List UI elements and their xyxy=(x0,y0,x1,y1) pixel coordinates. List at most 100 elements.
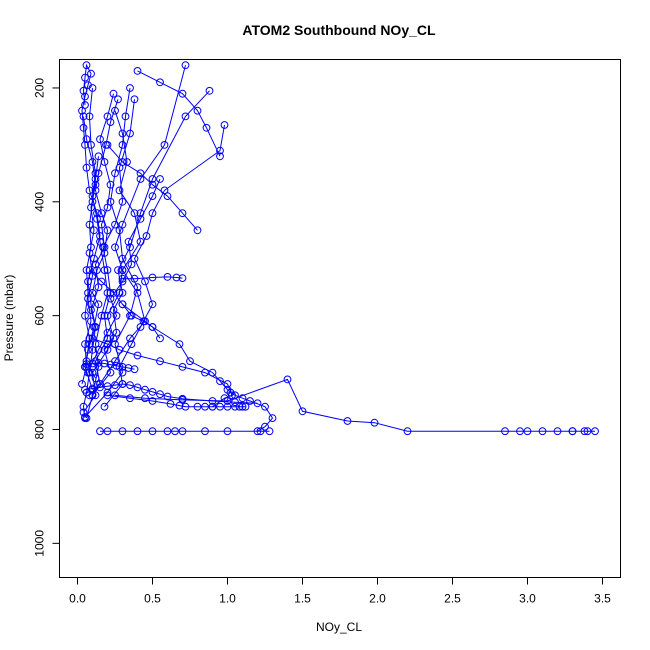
data-point xyxy=(133,67,142,75)
data-point xyxy=(181,61,190,70)
data-point xyxy=(126,381,134,390)
x-tick-label: 3.0 xyxy=(519,592,536,606)
data-point xyxy=(96,135,104,144)
data-point xyxy=(156,334,164,343)
data-point xyxy=(111,391,119,400)
data-point xyxy=(130,209,139,218)
data-point xyxy=(88,158,97,166)
data-point xyxy=(103,427,112,436)
data-point xyxy=(171,427,179,436)
x-tick-label: 0.0 xyxy=(69,592,86,606)
data-point xyxy=(79,408,88,417)
data-point xyxy=(235,402,244,411)
data-point xyxy=(109,89,118,98)
series-line xyxy=(83,65,186,413)
data-point xyxy=(163,392,172,401)
data-point xyxy=(124,364,133,372)
data-point xyxy=(97,220,106,229)
data-point xyxy=(103,382,112,391)
data-point xyxy=(501,427,509,436)
data-point xyxy=(118,380,127,388)
data-point xyxy=(216,146,224,155)
data-point xyxy=(148,300,157,309)
data-point xyxy=(79,86,88,95)
series-layer xyxy=(78,61,599,436)
y-tick-label: 200 xyxy=(33,78,47,98)
data-point xyxy=(163,427,172,436)
data-point xyxy=(91,391,100,400)
data-point xyxy=(178,274,187,283)
data-point xyxy=(591,427,599,436)
data-point xyxy=(148,323,157,331)
series-line xyxy=(84,87,139,418)
data-point xyxy=(283,375,292,384)
data-point xyxy=(111,243,119,252)
data-point xyxy=(580,427,589,436)
data-point xyxy=(246,397,254,405)
data-point xyxy=(81,413,89,421)
data-point xyxy=(103,388,112,397)
x-tick-label: 2.5 xyxy=(444,592,461,606)
data-point xyxy=(163,273,172,281)
data-point xyxy=(238,402,247,411)
data-point xyxy=(130,274,139,283)
data-point xyxy=(142,232,151,240)
data-point xyxy=(81,311,89,320)
data-point xyxy=(96,427,104,436)
data-point xyxy=(88,359,97,368)
data-point xyxy=(343,417,352,425)
data-point xyxy=(103,328,112,337)
data-point xyxy=(96,383,104,392)
series-line xyxy=(114,378,595,432)
data-point xyxy=(126,394,134,403)
chart-title: ATOM2 Southbound NOy_CL xyxy=(242,22,436,38)
data-point xyxy=(85,249,94,257)
data-point xyxy=(201,402,209,411)
data-point xyxy=(111,220,119,229)
data-point xyxy=(201,427,209,436)
data-point xyxy=(118,274,127,283)
series-9 xyxy=(79,61,190,417)
data-point xyxy=(118,427,127,436)
data-point xyxy=(87,317,95,326)
data-point xyxy=(178,89,187,98)
data-point xyxy=(370,418,379,427)
data-point xyxy=(136,215,145,223)
series-line xyxy=(122,276,183,280)
data-point xyxy=(81,385,89,394)
data-point xyxy=(133,289,142,297)
data-point xyxy=(97,209,106,218)
data-point xyxy=(115,289,124,297)
data-point xyxy=(178,427,187,436)
data-point xyxy=(130,365,139,374)
data-point xyxy=(136,175,145,183)
data-point xyxy=(261,422,269,431)
data-point xyxy=(178,209,187,218)
data-point xyxy=(156,175,164,183)
data-point xyxy=(106,368,115,377)
data-point xyxy=(133,427,142,436)
series-15 xyxy=(103,391,250,411)
data-point xyxy=(268,414,277,423)
data-point xyxy=(156,357,164,366)
data-point xyxy=(202,123,211,132)
series-line xyxy=(92,90,210,396)
data-point xyxy=(118,363,127,371)
data-point xyxy=(568,427,577,436)
data-point xyxy=(97,277,106,286)
data-point xyxy=(118,197,127,206)
data-point xyxy=(220,121,229,129)
series-21 xyxy=(85,266,164,343)
data-point xyxy=(85,266,94,275)
data-point xyxy=(133,351,142,360)
data-point xyxy=(103,226,112,235)
series-22 xyxy=(103,141,202,235)
data-point xyxy=(583,427,592,436)
data-point xyxy=(148,427,157,436)
data-point xyxy=(156,78,164,87)
series-line xyxy=(99,110,146,385)
data-point xyxy=(88,334,97,343)
data-point xyxy=(85,112,94,121)
series-11 xyxy=(84,175,164,377)
data-point xyxy=(109,334,118,343)
